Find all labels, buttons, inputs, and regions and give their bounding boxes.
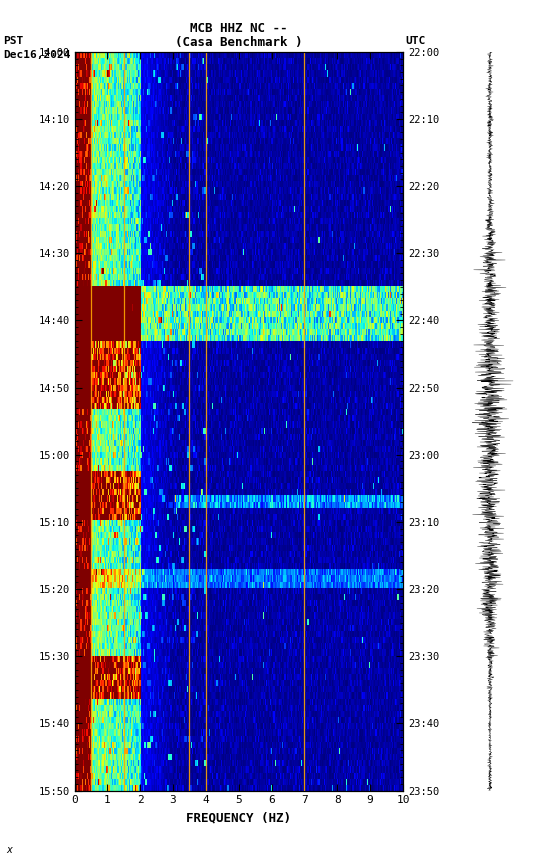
Text: Dec16,2024: Dec16,2024 <box>3 50 70 60</box>
Text: MCB HHZ NC --: MCB HHZ NC -- <box>190 22 288 35</box>
Text: UTC: UTC <box>406 36 426 47</box>
Text: PST: PST <box>3 36 23 47</box>
Text: $x$: $x$ <box>6 845 14 855</box>
Text: (Casa Benchmark ): (Casa Benchmark ) <box>175 36 302 49</box>
X-axis label: FREQUENCY (HZ): FREQUENCY (HZ) <box>186 811 291 824</box>
